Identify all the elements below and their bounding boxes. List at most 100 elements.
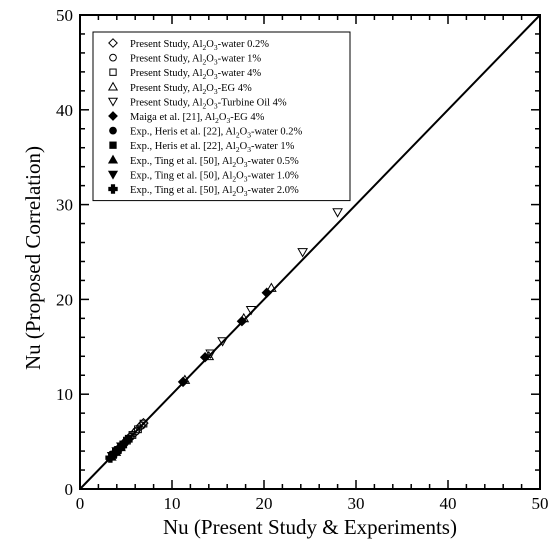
legend-entry-part: 2 bbox=[215, 116, 219, 125]
legend-entry: Present Study, Al2O3-water 0.2% bbox=[130, 39, 269, 52]
plot-area bbox=[79, 14, 541, 490]
data-point bbox=[199, 352, 211, 363]
x-tick-label: 30 bbox=[348, 494, 365, 513]
legend-entry-part: 2 bbox=[203, 58, 207, 67]
legend-marker bbox=[109, 53, 117, 62]
legend-entry-part: O bbox=[236, 170, 244, 181]
data-points bbox=[105, 208, 343, 463]
legend: Present Study, Al2O3-water 0.2%Present S… bbox=[92, 31, 351, 202]
axes: 0 10 20 30 40 50 0 10 20 30 40 50 bbox=[56, 6, 549, 513]
legend-box bbox=[92, 31, 351, 202]
legend-entry-part: Present Study, Al bbox=[130, 97, 203, 108]
data-point bbox=[297, 248, 309, 258]
data-point bbox=[177, 376, 189, 388]
data-point bbox=[205, 349, 217, 359]
legend-marker bbox=[108, 38, 118, 48]
legend-entry-part: O bbox=[240, 141, 248, 152]
y-tick-label: 40 bbox=[56, 101, 73, 120]
data-point bbox=[217, 337, 228, 347]
legend-entry: Maiga et al. [21], Al2O3-EG 4% bbox=[130, 112, 265, 125]
legend-entry-part: 3 bbox=[247, 145, 251, 154]
legend-entry-part: 2 bbox=[203, 43, 207, 52]
data-point bbox=[109, 447, 120, 458]
data-point bbox=[105, 452, 116, 463]
legend-entry-part: -water 1% bbox=[251, 141, 295, 152]
legend-entry-part: 2 bbox=[232, 189, 236, 198]
legend-entry: Exp., Ting et al. [50], Al2O3-water 0.5% bbox=[130, 156, 299, 169]
legend-entry-part: -EG 4% bbox=[230, 112, 264, 123]
legend-entry-part: 3 bbox=[227, 116, 231, 125]
legend-entry-part: Present Study, Al bbox=[130, 83, 203, 94]
legend-entry-part: 2 bbox=[203, 101, 207, 110]
x-tick-label: 10 bbox=[164, 494, 181, 513]
plot-frame bbox=[79, 14, 541, 490]
legend-entry-part: Present Study, Al bbox=[130, 39, 203, 50]
y-tick-label: 20 bbox=[56, 290, 73, 309]
legend-entry-part: Maiga et al. [21], Al bbox=[130, 112, 215, 123]
legend-entry-part: O bbox=[206, 54, 214, 65]
data-point bbox=[114, 443, 125, 454]
legend-entry: Exp., Heris et al. [22], Al2O3-water 1% bbox=[130, 141, 295, 154]
legend-entry-part: O bbox=[206, 97, 214, 108]
legend-marker bbox=[107, 154, 119, 164]
legend-entry-part: -Turbine Oil 4% bbox=[218, 97, 287, 108]
data-point bbox=[124, 434, 133, 443]
legend-entry-part: 2 bbox=[203, 72, 207, 81]
y-axis-title: Nu (Proposed Correlation) bbox=[21, 146, 45, 370]
legend-entry: Present Study, Al2O3-water 4% bbox=[130, 68, 261, 81]
legend-entry-part: -water 1.0% bbox=[247, 170, 299, 181]
legend-entry-part: Exp., Ting et al. [50], Al bbox=[130, 185, 232, 196]
legend-marker bbox=[108, 111, 118, 121]
x-tick-label: 20 bbox=[256, 494, 273, 513]
legend-entry-part: 2 bbox=[232, 174, 236, 183]
legend-entry-part: O bbox=[206, 68, 214, 79]
legend-entry-part: Present Study, Al bbox=[130, 54, 203, 65]
legend-entry-part: 2 bbox=[236, 131, 240, 140]
data-point bbox=[134, 425, 142, 434]
x-tick-label: 50 bbox=[532, 494, 549, 513]
legend-entry-part: 3 bbox=[214, 87, 218, 96]
legend-entry: Present Study, Al2O3-EG 4% bbox=[130, 83, 252, 96]
legend-entry-part: 2 bbox=[232, 160, 236, 169]
data-point bbox=[261, 287, 272, 298]
data-point bbox=[139, 419, 148, 428]
reference-line bbox=[79, 14, 541, 490]
y-tick-label: 10 bbox=[56, 385, 73, 404]
legend-entry-part: 3 bbox=[214, 43, 218, 52]
legend-entry-part: O bbox=[236, 185, 244, 196]
legend-entry-part: -water 0.5% bbox=[247, 156, 299, 167]
legend-entry-part: Present Study, Al bbox=[130, 68, 203, 79]
x-tick-label: 40 bbox=[440, 494, 457, 513]
legend-entry-part: -water 0.2% bbox=[251, 127, 303, 138]
legend-entry-part: 3 bbox=[244, 189, 248, 198]
legend-entry-part: -water 4% bbox=[218, 68, 262, 79]
legend-entry-part: O bbox=[206, 83, 214, 94]
legend-entry-part: Exp., Ting et al. [50], Al bbox=[130, 170, 232, 181]
legend-entry-part: -water 1% bbox=[218, 54, 262, 65]
data-point bbox=[236, 315, 248, 327]
x-axis-title: Nu (Present Study & Experiments) bbox=[163, 515, 457, 539]
legend-entry-part: 3 bbox=[214, 101, 218, 110]
legend-entry-part: O bbox=[219, 112, 227, 123]
legend-entry-part: 3 bbox=[244, 174, 248, 183]
legend-entry-part: Exp., Heris et al. [22], Al bbox=[130, 127, 236, 138]
legend-entry: Present Study, Al2O3-water 1% bbox=[130, 54, 261, 67]
legend-entry-part: 3 bbox=[214, 58, 218, 67]
legend-entry-part: 3 bbox=[244, 160, 248, 169]
legend-entry-part: Exp., Heris et al. [22], Al bbox=[130, 141, 236, 152]
legend-marker bbox=[109, 68, 117, 76]
legend-entry-part: 2 bbox=[203, 87, 207, 96]
legend-marker bbox=[108, 184, 118, 194]
legend-entry-part: -water 2.0% bbox=[247, 185, 299, 196]
legend-marker bbox=[107, 170, 119, 180]
y-tick-label: 30 bbox=[56, 196, 73, 215]
legend-entry-part: Exp., Ting et al. [50], Al bbox=[130, 156, 232, 167]
legend-marker bbox=[109, 126, 117, 135]
legend-entry-part: -EG 4% bbox=[218, 83, 252, 94]
legend-entry-part: 2 bbox=[236, 145, 240, 154]
legend-entry-part: O bbox=[236, 156, 244, 167]
data-point bbox=[245, 305, 257, 316]
legend-entry-part: 3 bbox=[247, 131, 251, 140]
data-point bbox=[332, 208, 343, 218]
